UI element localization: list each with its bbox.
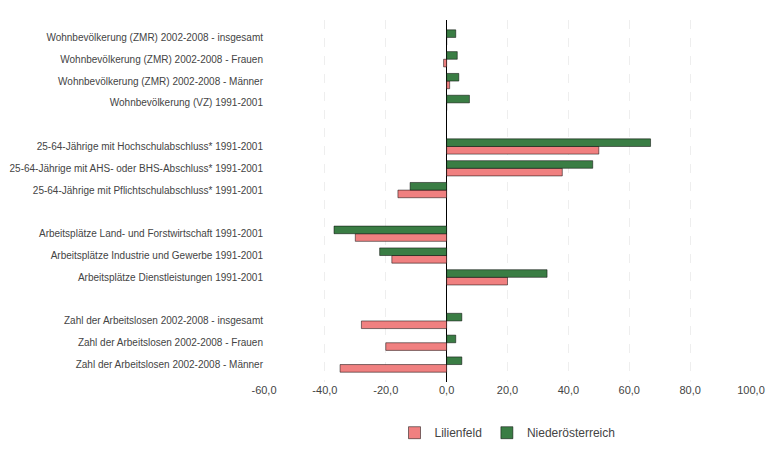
svg-text:Zahl der Arbeitslosen 2002-200: Zahl der Arbeitslosen 2002-2008 - Männer — [76, 359, 264, 370]
svg-text:Wohnbevölkerung (ZMR) 2002-200: Wohnbevölkerung (ZMR) 2002-2008 - Männer — [58, 76, 264, 87]
svg-text:Arbeitsplätze Dienstleistungen: Arbeitsplätze Dienstleistungen 1991-2001 — [78, 272, 264, 283]
svg-text:Niederösterreich: Niederösterreich — [527, 426, 615, 440]
svg-text:Arbeitsplätze Industrie und Ge: Arbeitsplätze Industrie und Gewerbe 1991… — [51, 250, 264, 261]
svg-text:40,0: 40,0 — [558, 384, 579, 396]
svg-text:Arbeitsplätze Land- und Forstw: Arbeitsplätze Land- und Forstwirtschaft … — [39, 228, 263, 239]
svg-text:80,0: 80,0 — [679, 384, 700, 396]
svg-text:Wohnbevölkerung (ZMR) 2002-200: Wohnbevölkerung (ZMR) 2002-2008 - Frauen — [60, 54, 263, 65]
svg-text:Zahl der Arbeitslosen 2002-200: Zahl der Arbeitslosen 2002-2008 - Frauen — [78, 337, 263, 348]
svg-text:25-64-Jährige mit AHS- oder BH: 25-64-Jährige mit AHS- oder BHS-Abschlus… — [10, 163, 264, 174]
svg-text:20,0: 20,0 — [497, 384, 518, 396]
svg-text:60,0: 60,0 — [619, 384, 640, 396]
svg-text:Wohnbevölkerung (VZ) 1991-2001: Wohnbevölkerung (VZ) 1991-2001 — [110, 97, 264, 108]
svg-text:100,0: 100,0 — [737, 384, 765, 396]
svg-text:25-64-Jährige mit Pflichtschul: 25-64-Jährige mit Pflichtschulabschluss*… — [33, 185, 264, 196]
svg-text:Lilienfeld: Lilienfeld — [435, 426, 482, 440]
svg-text:0,0: 0,0 — [439, 384, 454, 396]
svg-text:Wohnbevölkerung (ZMR) 2002-200: Wohnbevölkerung (ZMR) 2002-2008 - insges… — [46, 32, 263, 43]
svg-text:25-64-Jährige mit Hochschulabs: 25-64-Jährige mit Hochschulabschluss* 19… — [37, 141, 264, 152]
svg-text:-60,0: -60,0 — [251, 384, 276, 396]
svg-text:-20,0: -20,0 — [373, 384, 398, 396]
svg-text:Zahl der Arbeitslosen 2002-200: Zahl der Arbeitslosen 2002-2008 - insges… — [64, 315, 263, 326]
svg-text:-40,0: -40,0 — [312, 384, 337, 396]
